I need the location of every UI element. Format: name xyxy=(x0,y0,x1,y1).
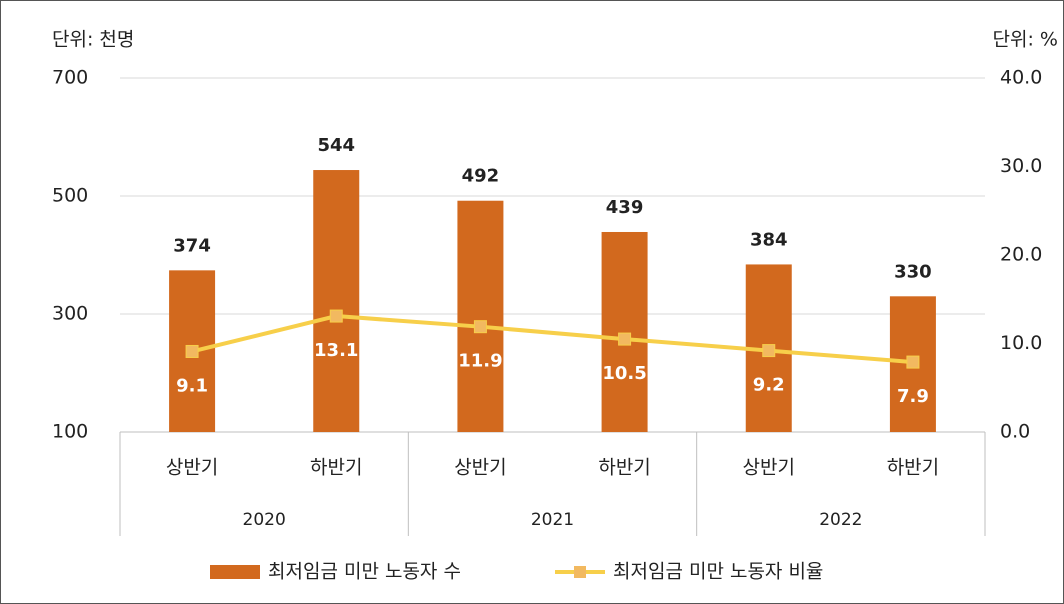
bar-value-label: 374 xyxy=(173,235,211,256)
bar xyxy=(457,200,504,432)
y2-tick-label: 30.0 xyxy=(1000,155,1042,177)
bar-value-label: 439 xyxy=(606,197,644,218)
y-tick-label: 100 xyxy=(52,421,88,443)
line-value-label: 9.1 xyxy=(176,375,208,396)
line-marker xyxy=(185,344,199,358)
line-value-label: 7.9 xyxy=(897,386,929,407)
x-tick-label: 하반기 xyxy=(598,457,650,479)
legend-marker xyxy=(574,566,586,578)
bar xyxy=(601,231,648,432)
line-marker xyxy=(329,309,343,323)
y-unit-label: 단위: 천명 xyxy=(52,29,134,51)
line xyxy=(191,314,914,365)
group-label: 2020 xyxy=(243,510,286,530)
bar-value-label: 544 xyxy=(317,135,355,156)
y2-tick-label: 40.0 xyxy=(1000,67,1042,89)
y-tick-label: 700 xyxy=(52,67,88,89)
y-tick-label: 300 xyxy=(52,303,88,325)
legend-label: 최저임금 미만 노동자 비율 xyxy=(613,561,823,583)
x-tick-label: 상반기 xyxy=(454,457,506,479)
bar-value-label: 492 xyxy=(462,166,500,187)
line-marker xyxy=(906,355,920,369)
group-label: 2021 xyxy=(531,510,574,530)
y2-tick-label: 10.0 xyxy=(1000,332,1042,354)
legend-label: 최저임금 미만 노동자 수 xyxy=(268,561,461,583)
group-label: 2022 xyxy=(819,510,862,530)
x-tick-label: 하반기 xyxy=(310,457,362,479)
y2-tick-label: 0.0 xyxy=(1000,421,1030,443)
y-tick-label: 500 xyxy=(52,185,88,207)
x-tick-label: 하반기 xyxy=(887,457,939,479)
line-value-label: 10.5 xyxy=(602,363,646,384)
line-marker xyxy=(618,332,632,346)
bar xyxy=(313,170,360,433)
y2-tick-label: 20.0 xyxy=(1000,244,1042,266)
legend-swatch xyxy=(210,565,260,579)
line-value-label: 9.2 xyxy=(753,375,785,396)
x-tick-label: 상반기 xyxy=(743,457,795,479)
line-marker xyxy=(762,344,776,358)
line-value-label: 11.9 xyxy=(458,351,502,372)
y2-unit-label: 단위: % xyxy=(993,29,1058,51)
x-tick-label: 상반기 xyxy=(166,457,218,479)
bar-value-label: 330 xyxy=(894,261,932,282)
bar-value-label: 384 xyxy=(750,229,788,250)
line-value-label: 13.1 xyxy=(314,340,358,361)
line-marker xyxy=(473,320,487,334)
